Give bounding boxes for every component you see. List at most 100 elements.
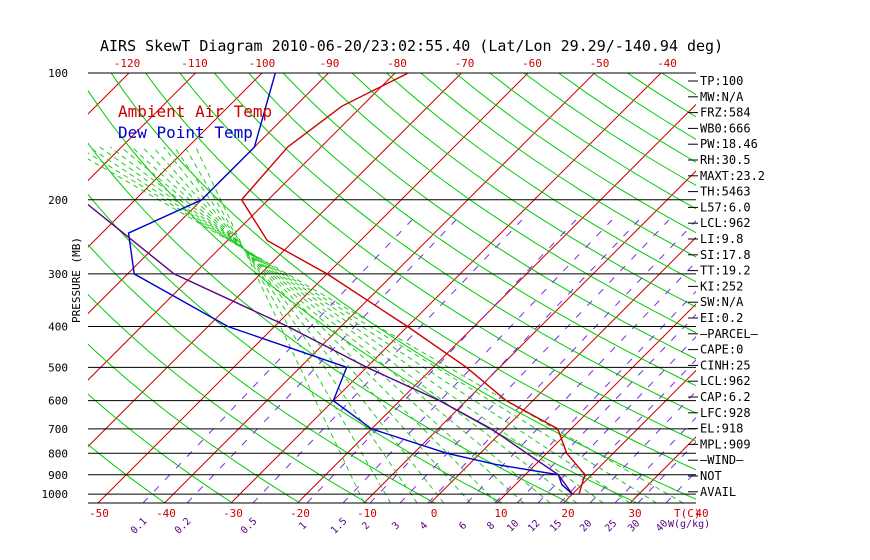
isotherm-line — [0, 73, 63, 503]
mixing-ratio-label: 4 — [418, 520, 430, 532]
mixing-ratio-line — [306, 219, 577, 503]
temp-top-tick-label: -70 — [455, 57, 475, 70]
mixing-ratio-label: 1 — [297, 520, 309, 532]
pressure-tick-label: 700 — [48, 423, 68, 436]
temp-bottom-tick-label: 40 — [695, 507, 708, 520]
stats-item: WB0:666 — [700, 121, 751, 135]
pressure-tick-label: 500 — [48, 361, 68, 374]
temp-top-tick-label: -40 — [657, 57, 677, 70]
dry-adiabat-line — [179, 73, 696, 442]
y-axis-label: PRESSURE (MB) — [70, 237, 83, 323]
dry-adiabat-line — [317, 73, 696, 334]
mixing-ratio-labels: 0.1 0.2 0.5 1 1.5 2 3 4 6 8 10 12 15 20 25 30 40 — [129, 516, 670, 537]
dry-adiabat-line — [88, 243, 436, 503]
dry-adiabat-line — [248, 73, 696, 387]
stats-item: SW:N/A — [700, 295, 744, 309]
dry-adiabat-line — [800, 73, 870, 503]
temp-top-tick-label: -50 — [590, 57, 610, 70]
isotherm-line — [88, 73, 196, 182]
legend-ambient: Ambient Air Temp — [118, 102, 272, 121]
dry-adiabat-line — [88, 89, 638, 503]
mixing-ratio-label: 6 — [457, 520, 469, 532]
stats-item: EL:918 — [700, 422, 743, 436]
temp-top-tick-label: -90 — [320, 57, 340, 70]
dry-adiabat-line — [489, 73, 696, 210]
temp-top-tick-label: -80 — [387, 57, 407, 70]
stats-item: TT:19.2 — [700, 264, 751, 278]
mixing-ratio-line — [559, 359, 696, 503]
pressure-tick-label: 1000 — [42, 488, 69, 501]
stats-item: EI:0.2 — [700, 311, 743, 325]
pressure-tick-label: 900 — [48, 469, 68, 482]
moist-adiabat-line — [88, 152, 657, 503]
moist-adiabat-line — [110, 146, 578, 503]
mixing-ratio-label: 8 — [485, 520, 497, 532]
temp-bottom-tick-label: 20 — [561, 507, 574, 520]
dew-point-temp-line — [127, 73, 573, 495]
stats-item: SI:17.8 — [700, 248, 751, 262]
stats-item: LCL:962 — [700, 216, 751, 230]
stats-item: TP:100 — [700, 74, 743, 88]
mixing-ratio-line — [369, 219, 640, 503]
pressure-tick-label: 200 — [48, 194, 68, 207]
isotherm-line — [88, 73, 329, 315]
mixing-ratio-label: 25 — [603, 518, 619, 534]
mixing-ratio-line — [537, 335, 696, 503]
mixing-ratio-line — [466, 261, 696, 503]
ambient-air-temp-line — [240, 73, 586, 495]
moist-adiabat-line — [173, 146, 418, 503]
stats-item: LFC:928 — [700, 406, 751, 420]
mixing-ratio-label: 0.1 — [129, 516, 150, 537]
temp-bottom-tick-labels: -50 -40 -30 -20 -10 0 10 20 30 40 — [89, 507, 709, 520]
dry-adiabat-line — [88, 343, 301, 503]
mixing-ratio-line — [637, 441, 696, 503]
pressure-tick-label: 300 — [48, 268, 68, 281]
stats-item: MW:N/A — [700, 90, 744, 104]
mixing-ratio-line — [252, 219, 523, 503]
isotherm-line — [563, 369, 696, 503]
isotherm-line — [496, 303, 696, 503]
moist-adiabat-line — [163, 146, 445, 503]
pressure-tick-label: 100 — [48, 67, 68, 80]
dry-adiabat-line — [386, 73, 696, 283]
isotherm-line — [430, 236, 696, 503]
dry-adiabat-line — [834, 73, 870, 503]
mixing-ratio-label: 30 — [626, 518, 642, 534]
stats-item: RH:30.5 — [700, 153, 751, 167]
mixing-ratio-label: 15 — [548, 518, 564, 534]
mixing-ratio-line — [494, 290, 696, 503]
temp-bottom-tick-label: 0 — [431, 507, 438, 520]
stats-item: LI:9.8 — [700, 232, 743, 246]
dry-adiabat-line — [88, 193, 503, 503]
mixing-ratio-line — [516, 313, 696, 503]
stats-item: CAPE:0 — [700, 343, 743, 357]
isotherm-line — [88, 73, 263, 248]
dry-adiabat-line — [88, 443, 166, 503]
parcel-line — [88, 203, 573, 495]
stats-item: NOT — [700, 469, 722, 483]
stats-item: PW:18.46 — [700, 137, 758, 151]
legend-dewpoint: Dew Point Temp — [118, 123, 253, 142]
moist-adiabat-line — [120, 146, 551, 503]
stats-item: —WIND— — [700, 453, 744, 467]
isotherm-line — [763, 73, 870, 503]
isotherm-line — [88, 73, 396, 381]
isotherm-line — [830, 73, 870, 503]
mixing-ratio-label: 10 — [505, 518, 521, 534]
dry-adiabat-line — [88, 142, 570, 503]
dry-adiabat-line — [110, 73, 696, 500]
moist-adiabat-line — [142, 146, 498, 503]
stats-item: TH:5463 — [700, 185, 751, 199]
mixing-ratio-label: 12 — [526, 518, 542, 534]
mixing-ratio-label: 0.2 — [173, 516, 194, 537]
temp-top-tick-label: -100 — [249, 57, 276, 70]
temp-top-tick-label: -110 — [181, 57, 208, 70]
stats-item: CINH:25 — [700, 358, 751, 372]
mixing-ratio-line — [399, 219, 670, 503]
mixing-ratio-line — [342, 219, 613, 503]
pressure-lines — [88, 72, 696, 504]
pressure-tick-label: 400 — [48, 321, 68, 334]
dry-adiabat-line — [88, 293, 368, 503]
stats-item: —PARCEL— — [700, 327, 759, 341]
